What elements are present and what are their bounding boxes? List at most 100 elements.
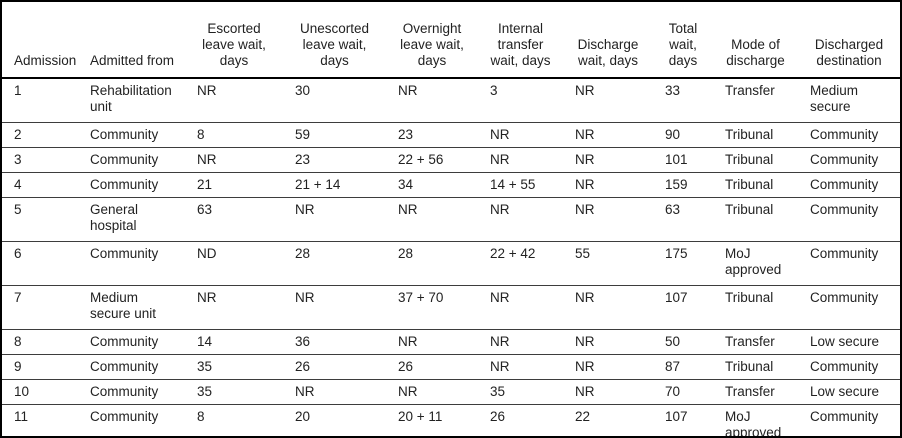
cell-admitted-from: General hospital bbox=[78, 197, 185, 242]
cell-overnight-wait: 20 + 11 bbox=[398, 408, 443, 424]
cell-internal-transfer-wait: NR bbox=[478, 147, 563, 173]
cell-unescorted-wait: 59 bbox=[283, 122, 386, 148]
cell-mode-of-discharge: MoJ approved bbox=[713, 241, 798, 286]
cell-discharge-wait: 22 bbox=[575, 408, 591, 424]
cell-escorted-wait: ND bbox=[185, 241, 283, 286]
column-header-admitted-from: Admitted from bbox=[78, 2, 185, 79]
cell-overnight-wait: 34 bbox=[386, 172, 478, 198]
cell-admitted-from: Community bbox=[78, 354, 185, 380]
cell-escorted-wait: 14 bbox=[185, 329, 283, 355]
cell-discharge-wait: NR bbox=[563, 172, 653, 198]
cell-admission: 10 bbox=[2, 379, 78, 405]
cell-internal-transfer-wait: NR bbox=[478, 354, 563, 380]
column-header-overnight-leave-wait: Overnight leave wait, days bbox=[386, 2, 478, 79]
cell-internal-transfer-wait: NR bbox=[478, 329, 563, 355]
cell-discharged-destination: Community bbox=[798, 172, 900, 198]
cell-discharge-wait: NR bbox=[563, 379, 653, 405]
cell-escorted-wait: 21 bbox=[185, 172, 283, 198]
cell-admitted-from: Community bbox=[78, 147, 185, 173]
table-row-2: 2 Community 8 59 23 NR NR 90 Tribunal Co… bbox=[2, 122, 900, 148]
cell-mode-of-discharge: Tribunal bbox=[713, 172, 798, 198]
cell-total-wait: 107 bbox=[665, 408, 688, 424]
cell-total-wait: 101 bbox=[653, 147, 713, 173]
cell-internal-transfer-wait: 22 + 42 bbox=[478, 241, 563, 286]
cell-total-wait: 50 bbox=[653, 329, 713, 355]
cell-admission: 2 bbox=[2, 122, 78, 148]
cell-admitted-from: Community bbox=[90, 408, 159, 424]
cell-mode-of-discharge: Tribunal bbox=[713, 197, 798, 242]
cell-escorted-wait: 63 bbox=[185, 197, 283, 242]
cell-total-wait: 70 bbox=[653, 379, 713, 405]
cell-admission: 7 bbox=[2, 285, 78, 330]
cell-overnight-wait: 28 bbox=[386, 241, 478, 286]
cell-discharge-wait: NR bbox=[563, 122, 653, 148]
column-header-total-wait: Total wait, days bbox=[653, 2, 713, 79]
cell-discharged-destination: Medium secure bbox=[798, 78, 900, 123]
cell-discharged-destination: Community bbox=[798, 197, 900, 242]
table-row-10: 10 Community 35 NR NR 35 NR 70 Transfer … bbox=[2, 379, 900, 405]
cell-total-wait: 87 bbox=[653, 354, 713, 380]
cell-internal-transfer-wait: NR bbox=[478, 122, 563, 148]
cell-admitted-from: Community bbox=[78, 172, 185, 198]
cell-overnight-wait: 26 bbox=[386, 354, 478, 380]
column-header-discharged-destination: Discharged destination bbox=[798, 2, 900, 79]
cell-discharged-destination: Community bbox=[798, 285, 900, 330]
cell-discharge-wait: 55 bbox=[563, 241, 653, 286]
cell-internal-transfer-wait: 35 bbox=[478, 379, 563, 405]
cell-mode-of-discharge: Transfer bbox=[713, 78, 798, 123]
cell-admission: 1 bbox=[2, 78, 78, 123]
cell-internal-transfer-wait: 14 + 55 bbox=[478, 172, 563, 198]
cell-total-wait: 159 bbox=[653, 172, 713, 198]
cell-mode-of-discharge: Tribunal bbox=[713, 354, 798, 380]
cell-mode-of-discharge: Transfer bbox=[713, 329, 798, 355]
cell-escorted-wait: NR bbox=[185, 147, 283, 173]
cell-admitted-from: Rehabilitation unit bbox=[78, 78, 185, 123]
cell-discharged-destination: Community bbox=[798, 122, 900, 148]
table-row-9: 9 Community 35 26 26 NR NR 87 Tribunal C… bbox=[2, 354, 900, 380]
column-header-internal-transfer-wait: Internal transfer wait, days bbox=[478, 2, 563, 79]
cell-overnight-wait: 37 + 70 bbox=[386, 285, 478, 330]
cell-overnight-wait: NR bbox=[386, 329, 478, 355]
table-row-11: 11 Community 8 20 20 + 11 26 22 107 MoJ … bbox=[2, 404, 900, 437]
cell-discharge-wait: NR bbox=[563, 197, 653, 242]
cell-admission: 4 bbox=[2, 172, 78, 198]
cell-escorted-wait: 8 bbox=[197, 408, 205, 424]
cell-discharged-destination: Community bbox=[798, 147, 900, 173]
table-row-3: 3 Community NR 23 22 + 56 NR NR 101 Trib… bbox=[2, 147, 900, 173]
cell-total-wait: 63 bbox=[653, 197, 713, 242]
column-header-mode-of-discharge: Mode of discharge bbox=[713, 2, 798, 79]
cell-unescorted-wait: NR bbox=[283, 285, 386, 330]
cell-unescorted-wait: 28 bbox=[283, 241, 386, 286]
cell-escorted-wait: 35 bbox=[185, 354, 283, 380]
cell-overnight-wait: 23 bbox=[386, 122, 478, 148]
cell-mode-of-discharge: Tribunal bbox=[713, 147, 798, 173]
column-header-unescorted-leave-wait: Unescorted leave wait, days bbox=[283, 2, 386, 79]
column-header-escorted-leave-wait: Escorted leave wait, days bbox=[185, 2, 283, 79]
cell-unescorted-wait: 21 + 14 bbox=[283, 172, 386, 198]
cell-overnight-wait: 22 + 56 bbox=[386, 147, 478, 173]
cell-escorted-wait: 8 bbox=[185, 122, 283, 148]
cell-overnight-wait: NR bbox=[386, 197, 478, 242]
cell-admission: 5 bbox=[2, 197, 78, 242]
cell-escorted-wait: NR bbox=[185, 285, 283, 330]
cell-admission: 9 bbox=[2, 354, 78, 380]
cell-discharged-destination: Community bbox=[798, 354, 900, 380]
cell-admission: 11 bbox=[14, 408, 29, 424]
cell-admitted-from: Medium secure unit bbox=[78, 285, 185, 330]
cell-admitted-from: Community bbox=[78, 379, 185, 405]
cell-unescorted-wait: 26 bbox=[283, 354, 386, 380]
cell-escorted-wait: 35 bbox=[185, 379, 283, 405]
cell-discharge-wait: NR bbox=[563, 354, 653, 380]
cell-total-wait: 107 bbox=[653, 285, 713, 330]
cell-admitted-from: Community bbox=[78, 329, 185, 355]
cell-unescorted-wait: 36 bbox=[283, 329, 386, 355]
cell-unescorted-wait: 23 bbox=[283, 147, 386, 173]
cell-admission: 8 bbox=[2, 329, 78, 355]
cell-discharge-wait: NR bbox=[563, 285, 653, 330]
cell-discharge-wait: NR bbox=[563, 78, 653, 123]
cell-internal-transfer-wait: 26 bbox=[490, 408, 506, 424]
cell-mode-of-discharge: Tribunal bbox=[713, 122, 798, 148]
cell-discharged-destination: Community bbox=[810, 408, 879, 424]
cell-internal-transfer-wait: NR bbox=[478, 285, 563, 330]
